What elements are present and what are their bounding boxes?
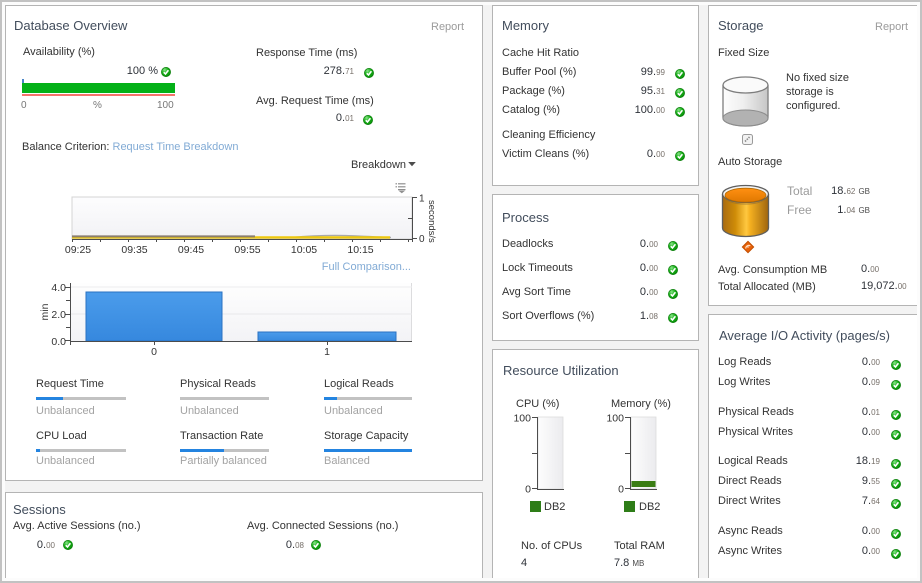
svg-text:10:05: 10:05 [291,244,317,256]
svg-text:09:25: 09:25 [65,244,91,256]
svg-text:0: 0 [419,234,425,245]
svg-text:09:35: 09:35 [121,244,147,256]
svg-text:seconds/s: seconds/s [426,200,437,243]
svg-text:100: 100 [513,413,531,425]
svg-text:1: 1 [419,194,425,205]
svg-text:0.0: 0.0 [51,336,66,348]
svg-text:10:15: 10:15 [347,244,373,256]
svg-text:09:45: 09:45 [178,244,204,256]
svg-text:min: min [39,303,51,320]
svg-text:09:55: 09:55 [234,244,260,256]
svg-text:1: 1 [324,346,330,358]
svg-text:100: 100 [606,413,624,425]
svg-text:0: 0 [151,346,157,358]
svg-text:2.0: 2.0 [51,309,66,321]
svg-text:4.0: 4.0 [51,282,66,294]
svg-text:0: 0 [525,484,531,495]
svg-text:0: 0 [618,484,624,495]
